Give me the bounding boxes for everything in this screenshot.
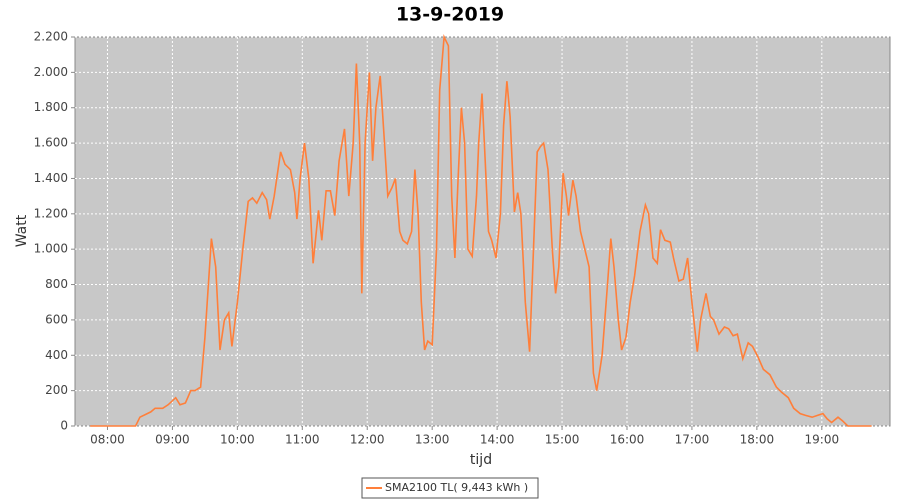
x-tick-label: 13:00 xyxy=(415,433,450,447)
y-tick-label: 2.200 xyxy=(34,30,68,44)
x-tick-label: 14:00 xyxy=(480,433,515,447)
y-tick-label: 1.800 xyxy=(34,100,68,114)
x-axis-label: tijd xyxy=(470,452,492,468)
y-tick-label: 2.000 xyxy=(34,65,68,79)
chart-title: 13-9-2019 xyxy=(396,4,504,26)
y-axis-label: Watt xyxy=(14,214,30,247)
x-tick-label: 19:00 xyxy=(805,433,840,447)
x-tick-label: 18:00 xyxy=(740,433,775,447)
y-tick-label: 1.400 xyxy=(34,171,68,185)
y-tick-label: 1.200 xyxy=(34,206,68,220)
x-tick-label: 08:00 xyxy=(90,433,125,447)
x-tick-label: 16:00 xyxy=(610,433,645,447)
legend xyxy=(361,477,539,499)
y-tick-label: 1.600 xyxy=(34,136,68,150)
y-tick-label: 800 xyxy=(45,277,68,291)
x-tick-label: 12:00 xyxy=(350,433,385,447)
y-tick-label: 200 xyxy=(45,383,68,397)
y-tick-label: 1.000 xyxy=(34,242,68,256)
y-tick-label: 0 xyxy=(60,419,68,433)
legend-label: SMA2100 TL( 9,443 kWh ) xyxy=(385,481,528,494)
y-tick-label: 400 xyxy=(45,348,68,362)
x-tick-label: 17:00 xyxy=(675,433,710,447)
x-tick-label: 10:00 xyxy=(220,433,255,447)
data-line xyxy=(90,34,872,427)
x-tick-label: 09:00 xyxy=(155,433,190,447)
y-tick-label: 600 xyxy=(45,312,68,326)
x-tick-label: 15:00 xyxy=(545,433,580,447)
x-tick-label: 11:00 xyxy=(285,433,320,447)
